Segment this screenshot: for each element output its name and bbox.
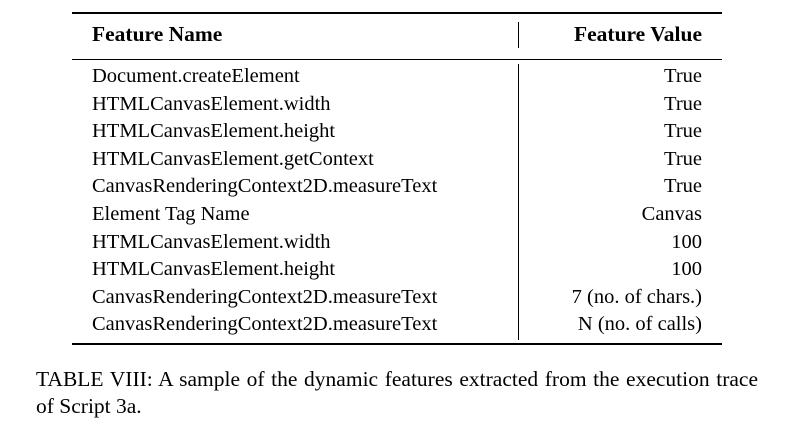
table-row: CanvasRenderingContext2D.measureText 7 (… [72, 284, 722, 312]
table-row: HTMLCanvasElement.height True [72, 118, 722, 146]
table-row: HTMLCanvasElement.getContext True [72, 146, 722, 174]
header-feature-value: Feature Value [573, 22, 702, 46]
feature-value-cell: 100 [671, 258, 702, 281]
body-column-divider [518, 64, 520, 340]
table-row: HTMLCanvasElement.width 100 [72, 229, 722, 257]
feature-name-cell: HTMLCanvasElement.height [92, 120, 336, 143]
feature-name-cell: HTMLCanvasElement.width [92, 92, 331, 115]
table-top-rule [72, 12, 722, 14]
feature-name-cell: CanvasRenderingContext2D.measureText [92, 285, 438, 308]
feature-name-cell: CanvasRenderingContext2D.measureText [92, 175, 438, 198]
feature-table: Feature Name Feature Value Document.crea… [72, 0, 722, 346]
table-row: CanvasRenderingContext2D.measureText N (… [72, 311, 722, 339]
feature-value-cell: N (no. of calls) [577, 313, 702, 336]
feature-value-cell: True [664, 120, 702, 143]
table-row: Document.createElement True [72, 63, 722, 91]
feature-value-cell: True [664, 175, 702, 198]
table-header-rule [72, 59, 722, 61]
feature-value-cell: Canvas [641, 202, 702, 225]
feature-name-cell: HTMLCanvasElement.getContext [92, 147, 374, 170]
feature-value-cell: 100 [671, 230, 702, 253]
header-feature-name: Feature Name [92, 22, 223, 46]
feature-name-cell: Element Tag Name [92, 202, 250, 225]
feature-name-cell: Document.createElement [92, 65, 300, 87]
header-column-divider [518, 22, 520, 48]
table-caption: TABLE VIII: A sample of the dynamic feat… [36, 367, 758, 418]
table-row: Element Tag Name Canvas [72, 201, 722, 229]
table-row: CanvasRenderingContext2D.measureText Tru… [72, 173, 722, 201]
feature-value-cell: True [664, 92, 702, 115]
feature-value-cell: True [664, 147, 702, 170]
feature-name-cell: HTMLCanvasElement.height [92, 258, 336, 281]
table-row: HTMLCanvasElement.width True [72, 91, 722, 119]
feature-value-cell: 7 (no. of chars.) [571, 285, 702, 308]
table-row: HTMLCanvasElement.height 100 [72, 256, 722, 284]
feature-value-cell: True [664, 65, 702, 87]
table-body: Document.createElement True HTMLCanvasEl… [72, 63, 722, 339]
feature-name-cell: CanvasRenderingContext2D.measureText [92, 313, 438, 336]
feature-name-cell: HTMLCanvasElement.width [92, 230, 331, 253]
table-bottom-rule [72, 343, 722, 345]
